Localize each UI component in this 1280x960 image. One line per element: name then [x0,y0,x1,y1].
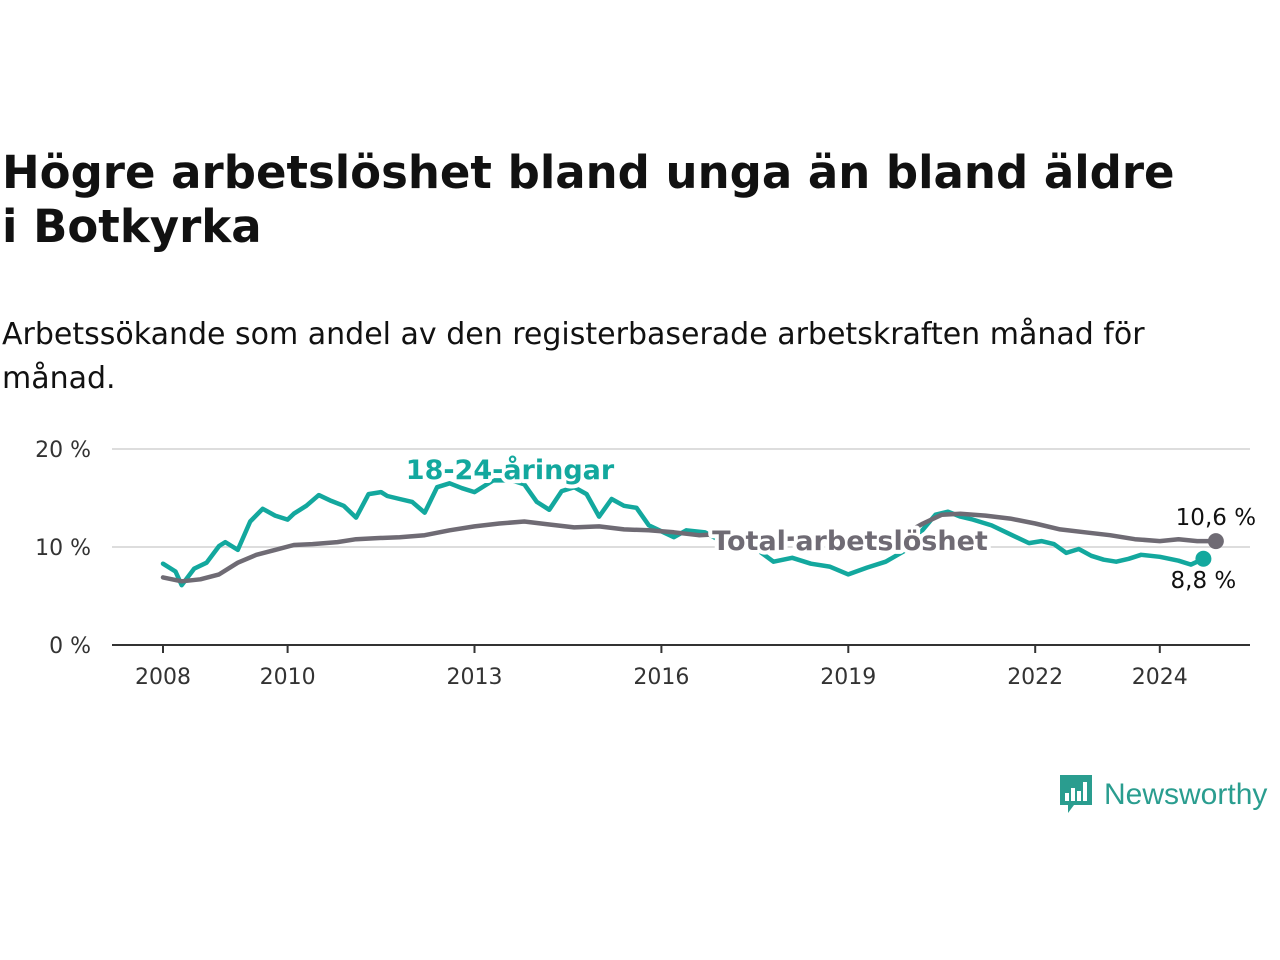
series-label-youth: 18-24-åringar [406,454,615,486]
chart-subtitle: Arbetssökande som andel av den registerb… [2,317,1145,396]
end-point-youth [1195,550,1212,567]
x-tick-label: 2013 [447,665,503,690]
newsworthy-logo-icon [1060,775,1092,813]
x-tick-label: 2019 [820,665,876,690]
line-chart: 0 %10 %20 %2008 2010 2013 2016 2019 2022 2024 … [35,438,1256,690]
y-tick-label: 10 % [35,536,91,561]
x-tick-label: 2024 [1132,665,1188,690]
axes: 0 % 10 % 20 % 2008 2010 2013 2016 2019 2022 2024 [35,438,1250,690]
y-tick-label: 20 % [35,438,91,463]
y-tick-label: 0 % [49,634,91,659]
brand-logo: Newsworthy [1058,772,1267,818]
brand-name: Newsworthy [1104,778,1268,811]
series-label-total: Total arbetslöshet [712,526,988,557]
series-lines [160,478,1219,588]
end-label-youth: 8,8 % [1171,568,1237,594]
chart-title: Högre arbetslöshet bland unga än bland ä… [2,146,1175,253]
x-tick-label: 2022 [1007,665,1063,690]
end-point-total [1207,533,1224,550]
end-label-total: 10,6 % [1176,505,1256,531]
x-tick-label: 2008 [135,665,191,690]
x-tick-label: 2016 [633,665,689,690]
series-line-total [160,511,1219,584]
x-tick-label: 2010 [260,665,316,690]
series-line-youth [160,478,1206,588]
annotations: 18-24-åringar Total arbetslöshet 10,6 % 8,8… [402,450,1256,594]
